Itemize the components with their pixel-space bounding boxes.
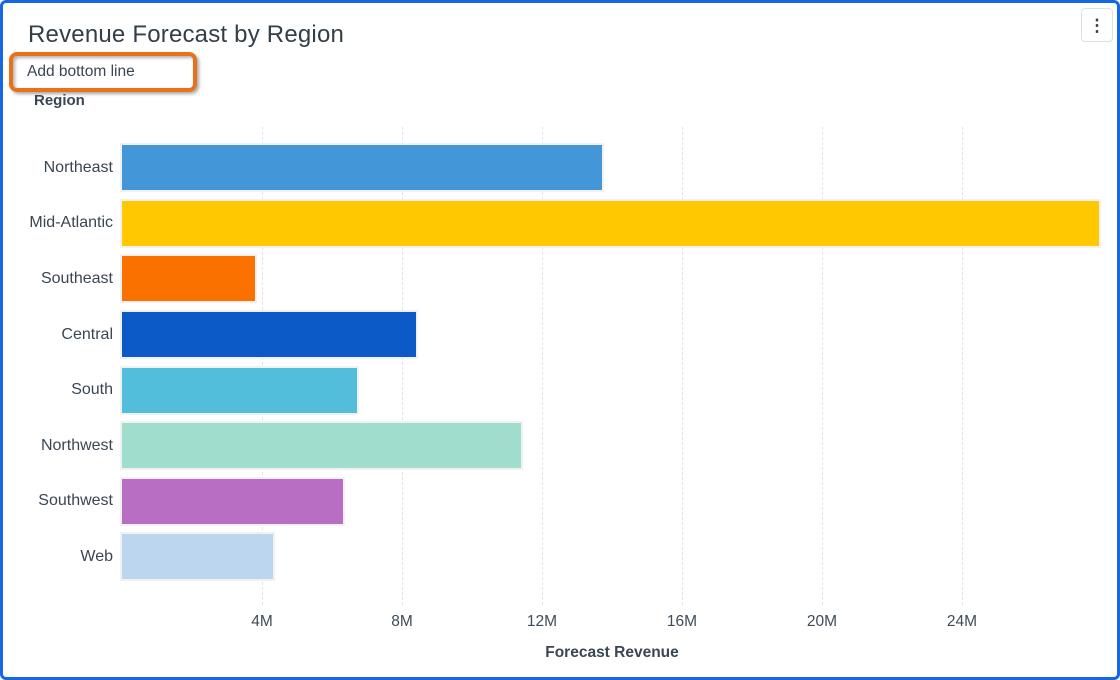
x-tick-20m: 20M [806, 613, 838, 630]
x-tick-16m: 16M [666, 613, 698, 630]
bar-row [122, 362, 1102, 418]
bar-southeast[interactable] [122, 256, 255, 302]
bars-container [122, 140, 1102, 585]
gridline-24m [962, 127, 963, 605]
bar-row [122, 140, 1102, 196]
gridline-16m [682, 127, 683, 605]
bar-row [122, 529, 1102, 585]
y-label-northeast: Northeast [43, 158, 113, 176]
gridline-4m [262, 127, 263, 605]
bar-southwest[interactable] [122, 478, 343, 524]
bar-row [122, 418, 1102, 474]
y-label-central: Central [61, 325, 113, 343]
chart-menu-button[interactable]: ⋮ [1081, 8, 1113, 42]
kebab-menu-icon: ⋮ [1088, 15, 1106, 35]
bar-south[interactable] [122, 367, 357, 413]
y-label-southwest: Southwest [38, 492, 113, 510]
x-tick-8m: 8M [391, 613, 413, 630]
bar-northeast[interactable] [122, 145, 602, 191]
bar-row [122, 196, 1102, 252]
chart-plot: Northeast Mid-Atlantic Southeast Central Sou… [3, 127, 1113, 605]
bar-northwest[interactable] [122, 423, 521, 469]
bar-row [122, 307, 1102, 363]
y-label-south: South [71, 381, 113, 399]
gridlines [122, 127, 1102, 605]
gridline-12m [542, 127, 543, 605]
x-tick-4m: 4M [251, 613, 273, 630]
bar-row [122, 251, 1102, 307]
bar-row [122, 474, 1102, 530]
y-label-mid-atlantic: Mid-Atlantic [29, 214, 113, 232]
y-axis-group-label: Region [34, 92, 85, 109]
add-bottom-line-action[interactable]: Add bottom line [24, 62, 138, 82]
y-axis-labels: Northeast Mid-Atlantic Southeast Central Sou… [3, 127, 113, 605]
annotation-highlight-box: Add bottom line [9, 52, 197, 92]
gridline-20m [822, 127, 823, 605]
x-axis-title: Forecast Revenue [545, 644, 679, 661]
x-tick-12m: 12M [526, 613, 558, 630]
y-label-northwest: Northwest [40, 436, 113, 454]
y-label-web: Web [80, 547, 113, 565]
bar-web[interactable] [122, 534, 273, 580]
x-tick-24m: 24M [946, 613, 978, 630]
gridline-8m [402, 127, 403, 605]
y-label-southeast: Southeast [40, 269, 113, 287]
plot-area [122, 127, 1102, 605]
bar-mid-atlantic[interactable] [122, 200, 1099, 246]
bar-central[interactable] [122, 312, 416, 358]
x-axis-ticks: 4M 8M 12M 16M 20M 24M [122, 613, 1102, 633]
chart-title: Revenue Forecast by Region [28, 21, 345, 48]
